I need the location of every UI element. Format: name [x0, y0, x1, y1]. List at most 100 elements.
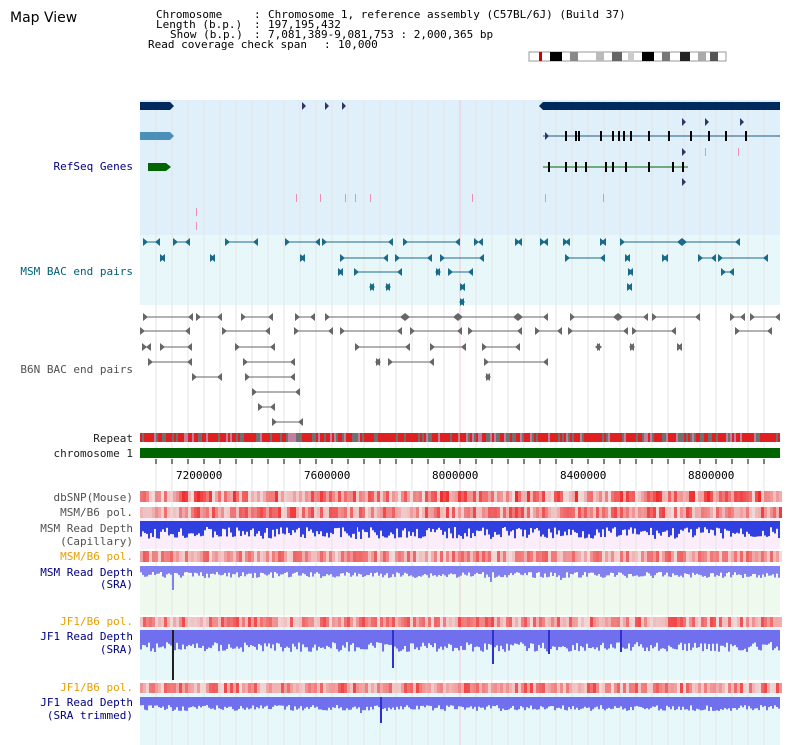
- repeat-mark: [402, 433, 404, 442]
- polymorphism-mark: [425, 683, 428, 693]
- read-depth-bar: [702, 521, 704, 533]
- repeat-mark: [474, 433, 476, 442]
- read-depth-bar: [670, 697, 672, 710]
- read-depth-bar: [466, 697, 468, 708]
- polymorphism-mark: [461, 507, 464, 518]
- chromosome-track-label[interactable]: chromosome 1: [53, 447, 133, 460]
- read-depth-bar: [248, 630, 250, 648]
- b6n-bac-end: [268, 313, 273, 321]
- repeat-mark: [196, 433, 198, 442]
- polymorphism-mark: [770, 491, 773, 502]
- read-depth-bar: [312, 630, 314, 648]
- read-depth-bar: [580, 566, 582, 578]
- read-depth-bar: [432, 521, 434, 529]
- read-depth-bar: [702, 697, 704, 711]
- repeat-label[interactable]: Repeat: [93, 432, 133, 445]
- msm-b6-pol-label-1[interactable]: MSM/B6 pol.: [60, 506, 133, 519]
- b6n-bac-end: [629, 343, 634, 351]
- msm-bac-end: [565, 238, 570, 246]
- polymorphism-mark: [374, 507, 377, 518]
- read-depth-bar: [242, 566, 244, 573]
- polymorphism-mark: [230, 683, 233, 693]
- polymorphism-mark: [569, 617, 572, 627]
- repeat-mark: [628, 433, 630, 442]
- msm-bac-label[interactable]: MSM BAC end pairs: [20, 265, 133, 278]
- polymorphism-mark: [536, 507, 539, 518]
- polymorphism-mark: [647, 507, 650, 518]
- read-depth-bar: [160, 566, 162, 573]
- read-depth-bar: [298, 521, 300, 528]
- repeat-mark: [656, 433, 658, 442]
- polymorphism-mark: [227, 617, 230, 627]
- repeat-mark: [630, 433, 632, 442]
- read-depth-bar: [438, 566, 440, 575]
- read-depth-bar: [604, 697, 606, 711]
- read-depth-bar: [244, 521, 246, 535]
- read-depth-bar: [660, 521, 662, 536]
- polymorphism-mark: [521, 507, 524, 518]
- read-depth-bar: [698, 630, 700, 648]
- jf1-b6-pol-label-2[interactable]: JF1/B6 pol.: [60, 681, 133, 694]
- polymorphism-mark: [425, 491, 428, 502]
- polymorphism-mark: [686, 683, 689, 693]
- read-depth-bar: [354, 566, 356, 573]
- dbsnp-label[interactable]: dbSNP(Mouse): [53, 491, 133, 504]
- b6n-bac-label[interactable]: B6N BAC end pairs: [20, 363, 133, 376]
- msm-depth-cap-label-1[interactable]: MSM Read Depth: [40, 522, 133, 535]
- b6n-bac-end: [217, 313, 222, 321]
- read-depth-bar: [176, 521, 178, 538]
- read-depth-bar: [754, 521, 756, 537]
- read-depth-bar: [376, 566, 378, 573]
- exon: [625, 162, 627, 172]
- msm-depth-sra-label-1[interactable]: MSM Read Depth: [40, 566, 133, 579]
- jf1-b6-pol-label-1[interactable]: JF1/B6 pol.: [60, 615, 133, 628]
- read-depth-bar: [236, 521, 238, 528]
- repeat-mark: [516, 433, 518, 442]
- read-depth-bar: [764, 566, 766, 577]
- polymorphism-mark: [347, 551, 350, 562]
- repeat-mark: [230, 433, 232, 442]
- polymorphism-mark: [317, 683, 320, 693]
- polymorphism-mark: [665, 551, 668, 562]
- read-depth-bar: [706, 697, 708, 706]
- exon: [612, 131, 614, 141]
- polymorphism-mark: [464, 683, 467, 693]
- read-depth-bar: [230, 697, 232, 707]
- polymorphism-mark: [731, 491, 734, 502]
- read-depth-bar: [576, 697, 578, 708]
- repeat-mark: [754, 433, 756, 442]
- polymorphism-mark: [551, 491, 554, 502]
- polymorphism-mark: [701, 551, 704, 562]
- polymorphism-mark: [515, 551, 518, 562]
- read-depth-bar: [456, 521, 458, 539]
- read-depth-bar: [646, 521, 648, 533]
- read-depth-bar: [704, 697, 706, 710]
- read-depth-bar: [512, 630, 514, 646]
- read-depth-bar: [752, 566, 754, 574]
- read-depth-bar: [328, 521, 330, 538]
- polymorphism-mark: [677, 617, 680, 627]
- read-depth-bar: [252, 566, 254, 578]
- polymorphism-mark: [314, 617, 317, 627]
- polymorphism-mark: [359, 683, 362, 693]
- msm-b6-pol-label-2[interactable]: MSM/B6 pol.: [60, 550, 133, 563]
- jf1-depth-sra-label-1[interactable]: JF1 Read Depth: [40, 630, 133, 643]
- jf1-depth-trim-label-1[interactable]: JF1 Read Depth: [40, 696, 133, 709]
- refseq-label[interactable]: RefSeq Genes: [53, 160, 133, 173]
- read-depth-bar: [336, 566, 338, 577]
- polymorphism-mark: [569, 507, 572, 518]
- polymorphism-mark: [377, 491, 380, 502]
- read-depth-bar: [718, 521, 720, 529]
- chromosome-ideogram[interactable]: [528, 50, 728, 64]
- read-depth-bar: [214, 521, 216, 532]
- read-depth-bar: [636, 566, 638, 576]
- read-depth-bar: [548, 521, 550, 529]
- read-depth-bar: [540, 566, 542, 577]
- read-depth-bar: [212, 630, 214, 646]
- polymorphism-mark: [743, 683, 746, 693]
- polymorphism-mark: [755, 683, 758, 693]
- read-depth-bar: [574, 566, 576, 573]
- read-depth-bar: [650, 630, 652, 646]
- polymorphism-mark: [236, 617, 239, 627]
